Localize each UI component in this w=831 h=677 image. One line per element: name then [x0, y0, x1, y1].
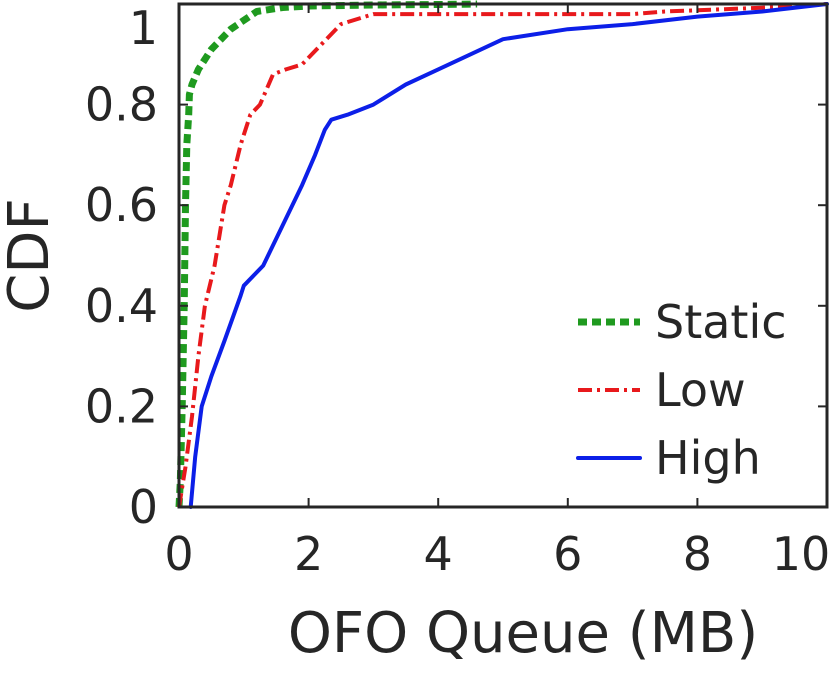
- y-axis-label: CDF: [0, 198, 62, 312]
- y-tick-label: 0: [129, 480, 158, 534]
- axis-tick-labels: 0 2 4 6 8 10 0 0.2 0.4 0.6 0.8 1: [85, 1, 830, 581]
- y-tick-label: 0.4: [85, 279, 158, 333]
- series-line-static: [175, 0, 478, 508]
- x-tick-label: 6: [553, 527, 582, 581]
- legend-label-low: Low: [655, 363, 746, 417]
- legend: Static Low High: [576, 295, 787, 485]
- series-line-high: [188, 2, 829, 509]
- y-tick-label: 1: [129, 1, 158, 55]
- x-tick-label: 0: [164, 527, 193, 581]
- legend-label-high: High: [655, 431, 761, 485]
- legend-label-static: Static: [655, 295, 787, 349]
- plot-area-frame: [177, 2, 829, 509]
- y-tick-label: 0.6: [85, 178, 158, 232]
- y-tick-label: 0.8: [85, 78, 158, 132]
- x-tick-label: 2: [294, 527, 323, 581]
- x-tick-label: 4: [424, 527, 453, 581]
- axis-ticks: [178, 3, 828, 508]
- series-line-low: [177, 2, 828, 508]
- x-tick-label: 10: [772, 527, 831, 581]
- y-tick-label: 0.2: [85, 379, 158, 433]
- series-lines: [175, 0, 829, 509]
- x-axis-label: OFO Queue (MB): [288, 601, 758, 666]
- x-tick-label: 8: [683, 527, 712, 581]
